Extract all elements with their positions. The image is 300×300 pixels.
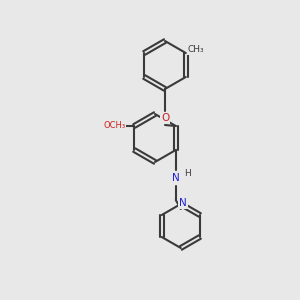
- Text: CH₃: CH₃: [188, 46, 204, 55]
- Text: N: N: [172, 173, 180, 183]
- Text: H: H: [184, 169, 191, 178]
- Text: O: O: [161, 113, 169, 123]
- Text: OCH₃: OCH₃: [103, 122, 125, 130]
- Text: N: N: [179, 198, 187, 208]
